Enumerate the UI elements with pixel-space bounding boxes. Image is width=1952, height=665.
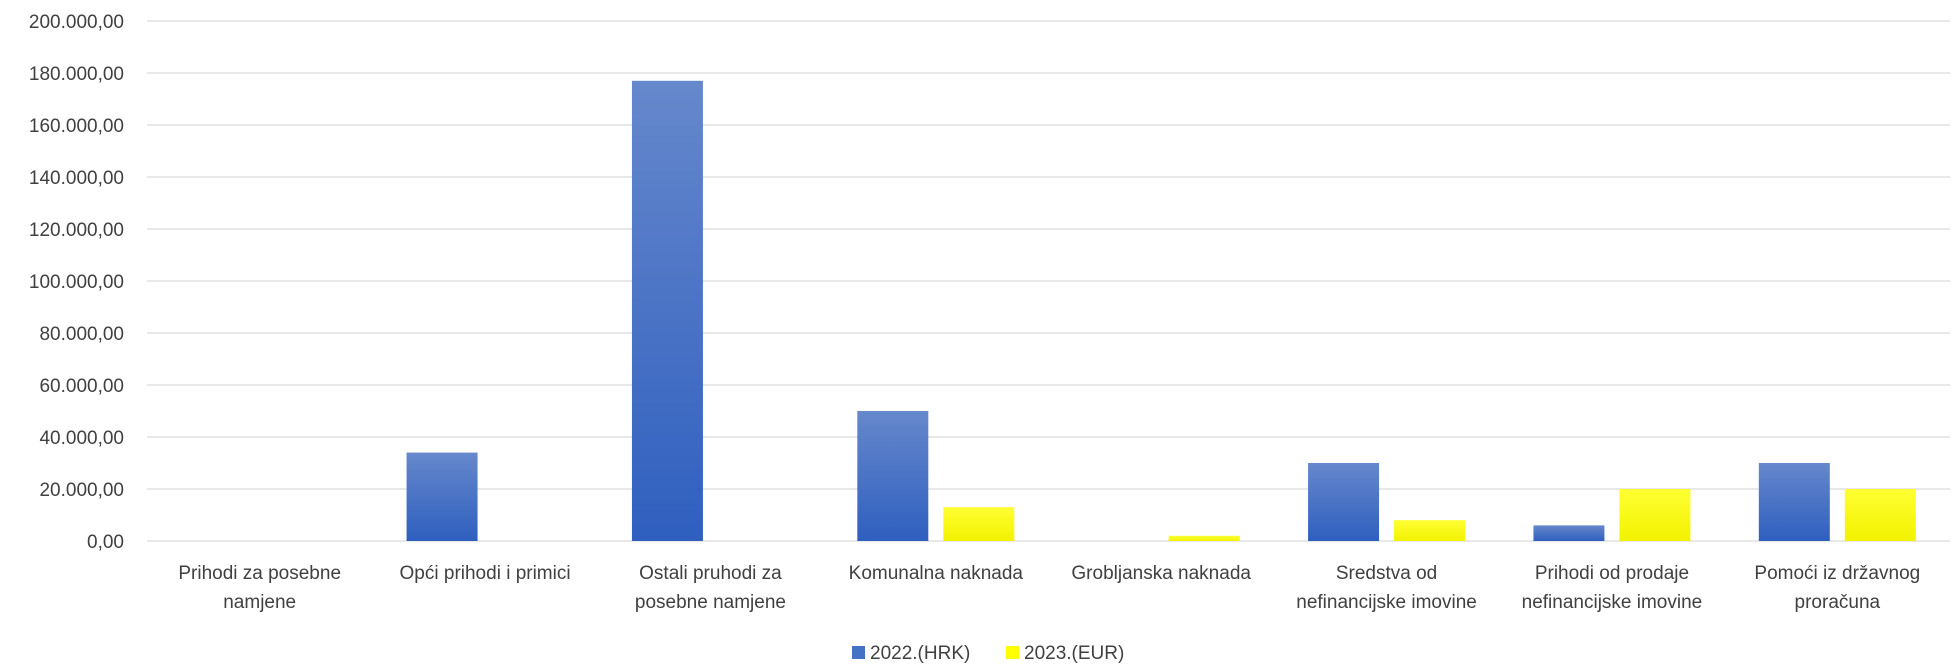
- x-tick-label: Komunalna naknada: [849, 563, 1024, 584]
- bar-2023-eur: [943, 507, 1015, 541]
- legend-swatch: [852, 646, 865, 659]
- y-tick-label: 20.000,00: [39, 480, 124, 501]
- x-tick-label: namjene: [223, 592, 296, 613]
- bar-2023-eur: [1619, 489, 1691, 541]
- x-tick-label: nefinancijske imovine: [1522, 592, 1703, 613]
- y-tick-label: 200.000,00: [29, 12, 124, 33]
- x-tick-label: Ostali pruhodi za: [639, 563, 782, 584]
- x-tick-label: Grobljanska naknada: [1071, 563, 1251, 584]
- y-tick-label: 40.000,00: [39, 428, 124, 449]
- bar-2023-eur: [1394, 520, 1466, 541]
- legend-label: 2023.(EUR): [1024, 643, 1124, 664]
- x-tick-label: nefinancijske imovine: [1296, 592, 1477, 613]
- y-tick-label: 160.000,00: [29, 116, 124, 137]
- bar-2022-hrk: [631, 80, 703, 542]
- x-tick-label: Prihodi od prodaje: [1535, 563, 1689, 584]
- bar-2022-hrk: [406, 452, 478, 541]
- y-tick-label: 120.000,00: [29, 220, 124, 241]
- y-tick-label: 180.000,00: [29, 64, 124, 85]
- y-axis: 0,00 20.000,00 40.000,00 60.000,00 80.000,00…: [29, 12, 124, 553]
- x-tick-label: Pomoći iz državnog: [1754, 563, 1920, 584]
- y-tick-label: 80.000,00: [39, 324, 124, 345]
- y-tick-label: 100.000,00: [29, 272, 124, 293]
- y-tick-label: 60.000,00: [39, 376, 124, 397]
- bar-2023-eur: [1844, 489, 1916, 541]
- legend-swatch: [1006, 646, 1019, 659]
- bar-2023-eur: [1168, 535, 1240, 541]
- x-tick-label: Opći prihodi i primici: [400, 563, 571, 584]
- bars: [406, 80, 1916, 542]
- x-tick-label: posebne namjene: [635, 592, 786, 613]
- x-axis: Prihodi za posebne namjene Opći prihodi i …: [178, 563, 1920, 613]
- y-tick-label: 0,00: [87, 532, 124, 553]
- legend-label: 2022.(HRK): [870, 643, 970, 664]
- x-tick-label: Prihodi za posebne: [178, 563, 341, 584]
- bar-2022-hrk: [1758, 463, 1830, 541]
- bar-2022-hrk: [1533, 525, 1605, 541]
- x-tick-label: proračuna: [1795, 592, 1881, 613]
- bar-2022-hrk: [857, 411, 929, 541]
- y-tick-label: 140.000,00: [29, 168, 124, 189]
- x-tick-label: Sredstva od: [1336, 563, 1437, 584]
- bar-2022-hrk: [1308, 463, 1380, 541]
- legend: 2022.(HRK) 2023.(EUR): [852, 643, 1124, 664]
